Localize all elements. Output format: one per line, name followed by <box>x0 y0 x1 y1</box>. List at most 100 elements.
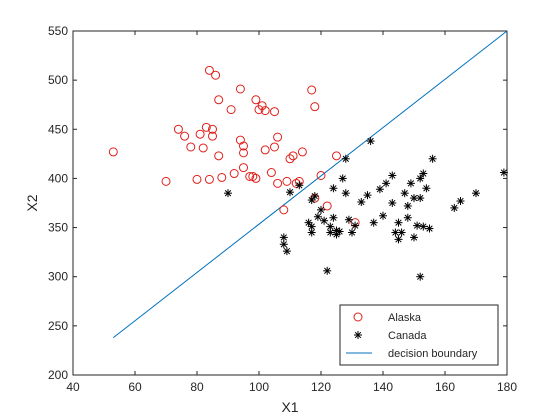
legend-label: Alaska <box>388 312 422 324</box>
canada-point <box>286 188 294 197</box>
alaska-point <box>161 176 171 186</box>
canada-point <box>450 203 459 212</box>
alaska-point <box>285 154 295 164</box>
alaska-point <box>273 132 283 142</box>
canada-point <box>224 189 232 198</box>
canada-point <box>403 201 412 210</box>
canada-point <box>366 137 375 146</box>
alaska-point <box>260 106 270 116</box>
x-tick-label: 80 <box>190 380 204 394</box>
canada-point <box>344 215 353 224</box>
x-tick-label: 120 <box>311 380 331 394</box>
alaska-point <box>173 124 183 134</box>
canada-point <box>279 233 288 242</box>
legend-alaska-marker <box>353 312 363 322</box>
canada-point <box>307 228 316 237</box>
canada-point <box>363 191 372 200</box>
x-tick-label: 60 <box>128 380 142 394</box>
canada-point <box>382 179 391 188</box>
alaska-point <box>214 95 224 105</box>
x-tick-label: 160 <box>435 380 455 394</box>
canada-point <box>499 168 508 177</box>
alaska-point <box>251 173 261 183</box>
alaska-point <box>235 84 245 94</box>
canada-point <box>400 189 409 198</box>
y-tick-label: 300 <box>48 270 68 284</box>
canada-point <box>348 228 356 237</box>
y-tick-label: 400 <box>48 171 68 185</box>
alaska-point <box>332 151 341 161</box>
y-axis-ticks: 200 250 300 350 400 450 500 550 <box>48 24 507 382</box>
canada-point <box>326 222 335 231</box>
alaska-point <box>307 85 317 95</box>
canada-point <box>397 228 406 237</box>
alaska-point <box>108 147 118 157</box>
canada-point <box>422 184 431 193</box>
alaska-point <box>322 201 332 211</box>
alaska-point <box>251 95 261 105</box>
alaska-point <box>180 131 190 141</box>
canada-point <box>329 213 338 222</box>
alaska-point <box>288 151 298 161</box>
canada-point <box>313 212 322 221</box>
alaska-point <box>239 148 248 158</box>
x-axis-label: X1 <box>281 399 298 415</box>
alaska-point <box>208 124 217 134</box>
canada-point <box>338 174 347 183</box>
alaska-point <box>192 174 202 184</box>
alaska-point <box>257 101 267 111</box>
canada-point <box>406 179 415 188</box>
canada-point <box>394 235 403 244</box>
canada-point <box>413 221 422 230</box>
canada-point <box>282 247 291 256</box>
alaska-point <box>235 135 245 145</box>
y-axis-label: X2 <box>24 194 40 211</box>
canada-point <box>416 272 425 281</box>
canada-point <box>310 192 319 201</box>
alaska-point <box>195 129 205 139</box>
y-tick-label: 450 <box>48 122 68 136</box>
canada-point <box>351 221 360 230</box>
canada-point <box>295 181 304 190</box>
canada-point <box>419 169 428 178</box>
canada-point <box>428 154 437 163</box>
legend-canada-marker <box>354 331 362 339</box>
y-tick-label: 250 <box>48 319 68 333</box>
canada-point <box>410 233 418 242</box>
canada-point <box>326 228 335 237</box>
canada-point <box>369 218 378 227</box>
canada-point <box>329 184 338 193</box>
canada-point <box>317 205 325 214</box>
alaska-point <box>211 70 221 80</box>
alaska-point <box>229 169 239 179</box>
x-tick-label: 140 <box>373 380 393 394</box>
alaska-point <box>217 172 227 182</box>
alaska-point <box>201 122 211 132</box>
alaska-point <box>316 170 326 180</box>
canada-point <box>320 216 329 225</box>
y-tick-label: 350 <box>48 221 68 235</box>
canada-point <box>357 198 366 207</box>
x-tick-label: 100 <box>249 380 269 394</box>
legend-box <box>339 304 499 366</box>
x-tick-label: 180 <box>497 380 517 394</box>
alaska-point <box>297 147 307 157</box>
y-tick-label: 200 <box>48 368 68 382</box>
x-axis-ticks: 40 60 80 100 120 140 160 180 <box>66 31 517 394</box>
canada-point <box>472 189 480 198</box>
alaska-point <box>266 168 276 178</box>
alaska-point <box>270 107 279 117</box>
alaska-point <box>204 65 214 75</box>
alaska-point <box>260 145 270 155</box>
canada-point <box>279 240 288 249</box>
canada-point <box>394 218 403 227</box>
canada-point <box>341 154 350 163</box>
alaska-point <box>245 171 255 181</box>
alaska-point <box>226 105 236 115</box>
canada-point <box>388 199 397 207</box>
canada-point <box>416 174 425 183</box>
alaska-point <box>198 143 208 153</box>
canada-point <box>388 171 397 180</box>
y-tick-label: 500 <box>48 73 68 87</box>
